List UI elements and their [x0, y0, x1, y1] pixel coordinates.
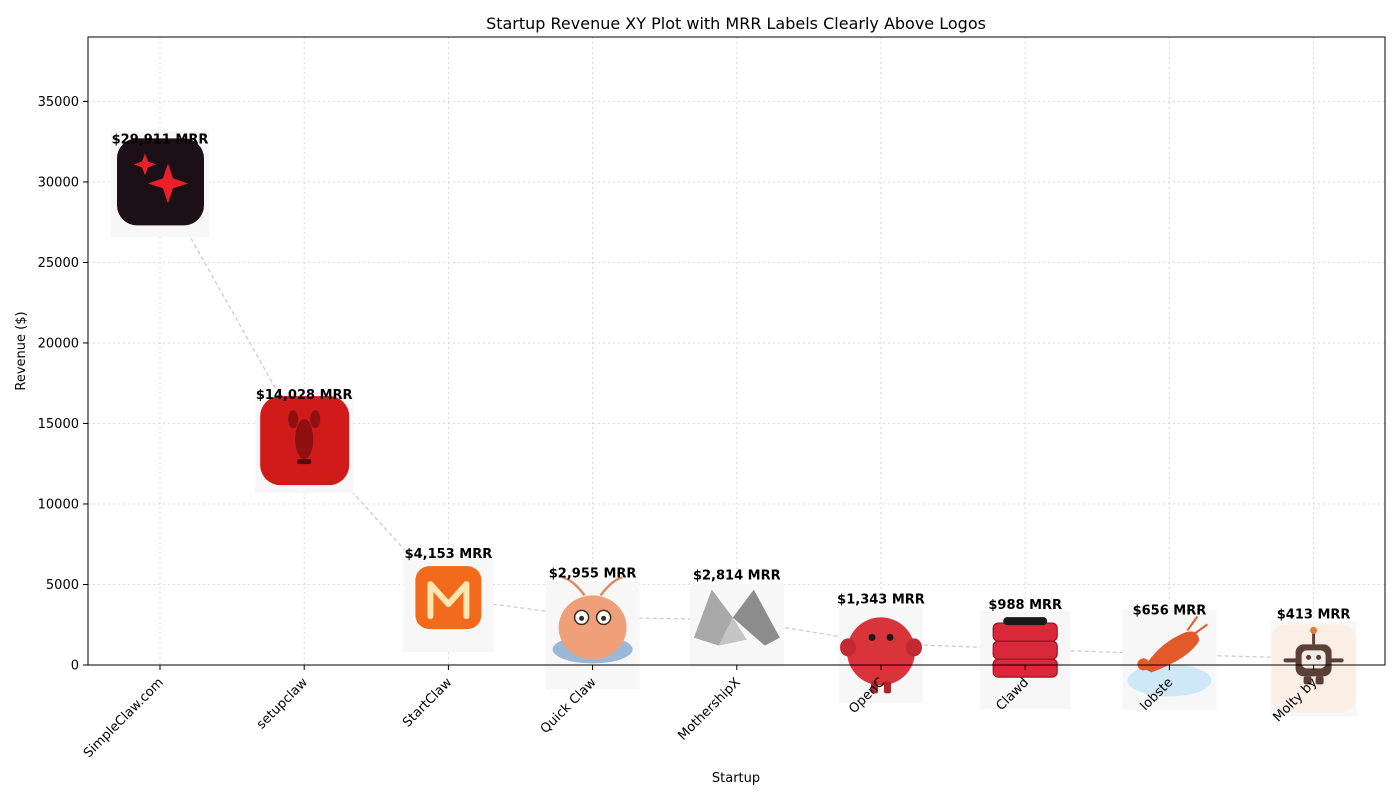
- robot-eye-left: [1306, 654, 1312, 660]
- shrimp-pupil-right: [601, 615, 607, 621]
- lobster-antennae: [1186, 615, 1208, 636]
- shrimp-logo-icon: [545, 576, 640, 690]
- sparkle-logo-icon: [111, 131, 209, 238]
- mrr-label: $2,814 MRR: [693, 569, 781, 584]
- y-tick-label: 10000: [38, 497, 79, 512]
- x-tick-label: StartClaw: [400, 675, 455, 730]
- red-ball-logo-icon: [839, 607, 923, 704]
- ball-arm-right: [906, 638, 922, 657]
- y-tick-label: 25000: [38, 256, 79, 271]
- mrr-label: $1,343 MRR: [837, 592, 925, 607]
- sparkle-large: [148, 163, 188, 204]
- x-tick-label: MothershipX: [675, 675, 743, 743]
- sparkle-small: [134, 153, 156, 176]
- y-tick-label: 5000: [46, 578, 79, 593]
- mrr-labels: $29,911 MRR $14,028 MRR $4,153 MRR $2,955 M…: [112, 132, 1351, 622]
- mothership-right-facet: [732, 589, 780, 646]
- mrr-label: $656 MRR: [1133, 603, 1207, 618]
- robot-foot-left: [1303, 676, 1312, 685]
- y-tick-label: 20000: [38, 336, 79, 351]
- lobster-tail: [297, 459, 312, 465]
- server-layer: [992, 640, 1058, 660]
- robot-face: [1301, 650, 1326, 669]
- mothership-left-facet: [693, 589, 733, 646]
- robot-foot-right: [1315, 676, 1324, 685]
- mrr-label: $14,028 MRR: [256, 388, 353, 403]
- robot-eye-right: [1316, 654, 1322, 660]
- y-tick-label: 0: [71, 659, 79, 674]
- mothership-logo-icon: [689, 583, 784, 668]
- ball-leg-left: [871, 681, 878, 694]
- ball-body: [847, 617, 915, 686]
- lobster-logo-icon: [255, 393, 354, 494]
- y-tick-label: 15000: [38, 417, 79, 432]
- logo-tile: [415, 566, 482, 630]
- mrr-label: $29,911 MRR: [112, 132, 209, 147]
- lobster-body: [295, 419, 314, 460]
- x-tick-label: SimpleClaw.com: [81, 675, 167, 761]
- mrr-label: $4,153 MRR: [405, 547, 493, 562]
- lobster-claw-left: [288, 410, 299, 429]
- cloud: [1127, 664, 1212, 697]
- shrimp-pupil-left: [579, 615, 585, 621]
- robot-antenna-tip: [1310, 626, 1318, 634]
- lobster-claw: [1137, 658, 1150, 671]
- chart-title: Startup Revenue XY Plot with MRR Labels …: [486, 14, 986, 33]
- logo-layer: [111, 131, 1357, 717]
- mrr-label: $988 MRR: [988, 598, 1062, 613]
- y-axis-label: Revenue ($): [14, 311, 29, 390]
- mothership-center-facet: [718, 617, 747, 646]
- mrr-label: $2,955 MRR: [549, 566, 637, 581]
- shrimp-body: [558, 595, 627, 660]
- server-stack-logo-icon: [980, 611, 1071, 710]
- server-sunglasses: [1003, 617, 1048, 626]
- ball-leg-right: [884, 681, 891, 694]
- y-tick-label: 30000: [38, 175, 79, 190]
- mrr-label: $413 MRR: [1277, 607, 1351, 622]
- server-layer: [992, 622, 1058, 642]
- x-tick-label: setupclaw: [254, 675, 311, 732]
- m-letter: [427, 581, 470, 620]
- ball-arm-left: [840, 638, 856, 657]
- lobster-body: [1143, 631, 1200, 673]
- lobster-cloud-logo-icon: [1122, 609, 1217, 711]
- x-axis-label: Startup: [712, 771, 760, 786]
- lobster-claw-right: [310, 410, 321, 429]
- ball-eye-right: [886, 633, 894, 641]
- ball-eye-left: [868, 633, 876, 641]
- m-logo-icon: [403, 554, 494, 653]
- y-tick-label: 35000: [38, 95, 79, 110]
- shrimp-antennae: [562, 576, 623, 597]
